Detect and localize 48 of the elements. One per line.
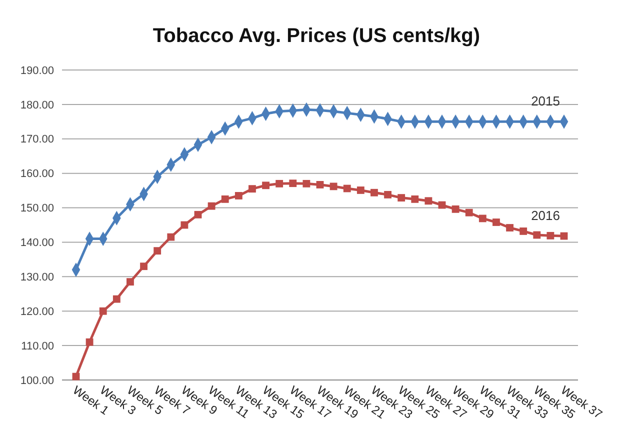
series-label: 2015: [531, 94, 560, 109]
point: [356, 186, 364, 194]
point: [520, 227, 528, 235]
point: [154, 247, 162, 255]
point: [492, 218, 500, 226]
point: [208, 202, 216, 210]
point: [465, 208, 473, 216]
point: [86, 338, 94, 346]
point: [262, 182, 270, 190]
point: [343, 184, 351, 192]
y-tick-label: 140.00: [20, 237, 54, 250]
point: [72, 372, 80, 380]
point: [506, 224, 514, 232]
point: [140, 262, 148, 270]
y-tick-label: 180.00: [20, 99, 54, 112]
y-tick-label: 130.00: [20, 272, 54, 284]
point: [289, 180, 297, 188]
y-tick-label: 110.00: [21, 340, 54, 352]
point: [302, 180, 310, 188]
y-tick-label: 120.00: [20, 306, 54, 318]
point: [126, 278, 134, 286]
y-tick-label: 190.00: [20, 64, 54, 77]
point: [478, 214, 486, 222]
series-label: 2016: [531, 208, 560, 224]
chart-title: Tobacco Avg. Prices (US cents/kg): [152, 25, 480, 47]
point: [99, 307, 107, 315]
point: [384, 190, 392, 198]
y-tick-label: 150.00: [20, 202, 54, 215]
point: [234, 192, 242, 200]
point: [411, 195, 419, 203]
point: [112, 295, 120, 303]
point: [546, 232, 554, 240]
point: [276, 180, 284, 188]
point: [316, 180, 324, 188]
point: [180, 221, 188, 229]
point: [398, 194, 406, 202]
point: [330, 182, 338, 190]
y-tick-label: 170.00: [20, 134, 54, 146]
point: [167, 233, 175, 241]
point: [221, 195, 229, 203]
y-tick-label: 160.00: [20, 168, 54, 180]
y-tick-label: 100.00: [20, 374, 54, 387]
point: [424, 197, 432, 205]
point: [533, 231, 541, 239]
point: [452, 205, 460, 213]
point: [194, 210, 202, 218]
point: [248, 185, 256, 193]
point: [370, 188, 378, 196]
